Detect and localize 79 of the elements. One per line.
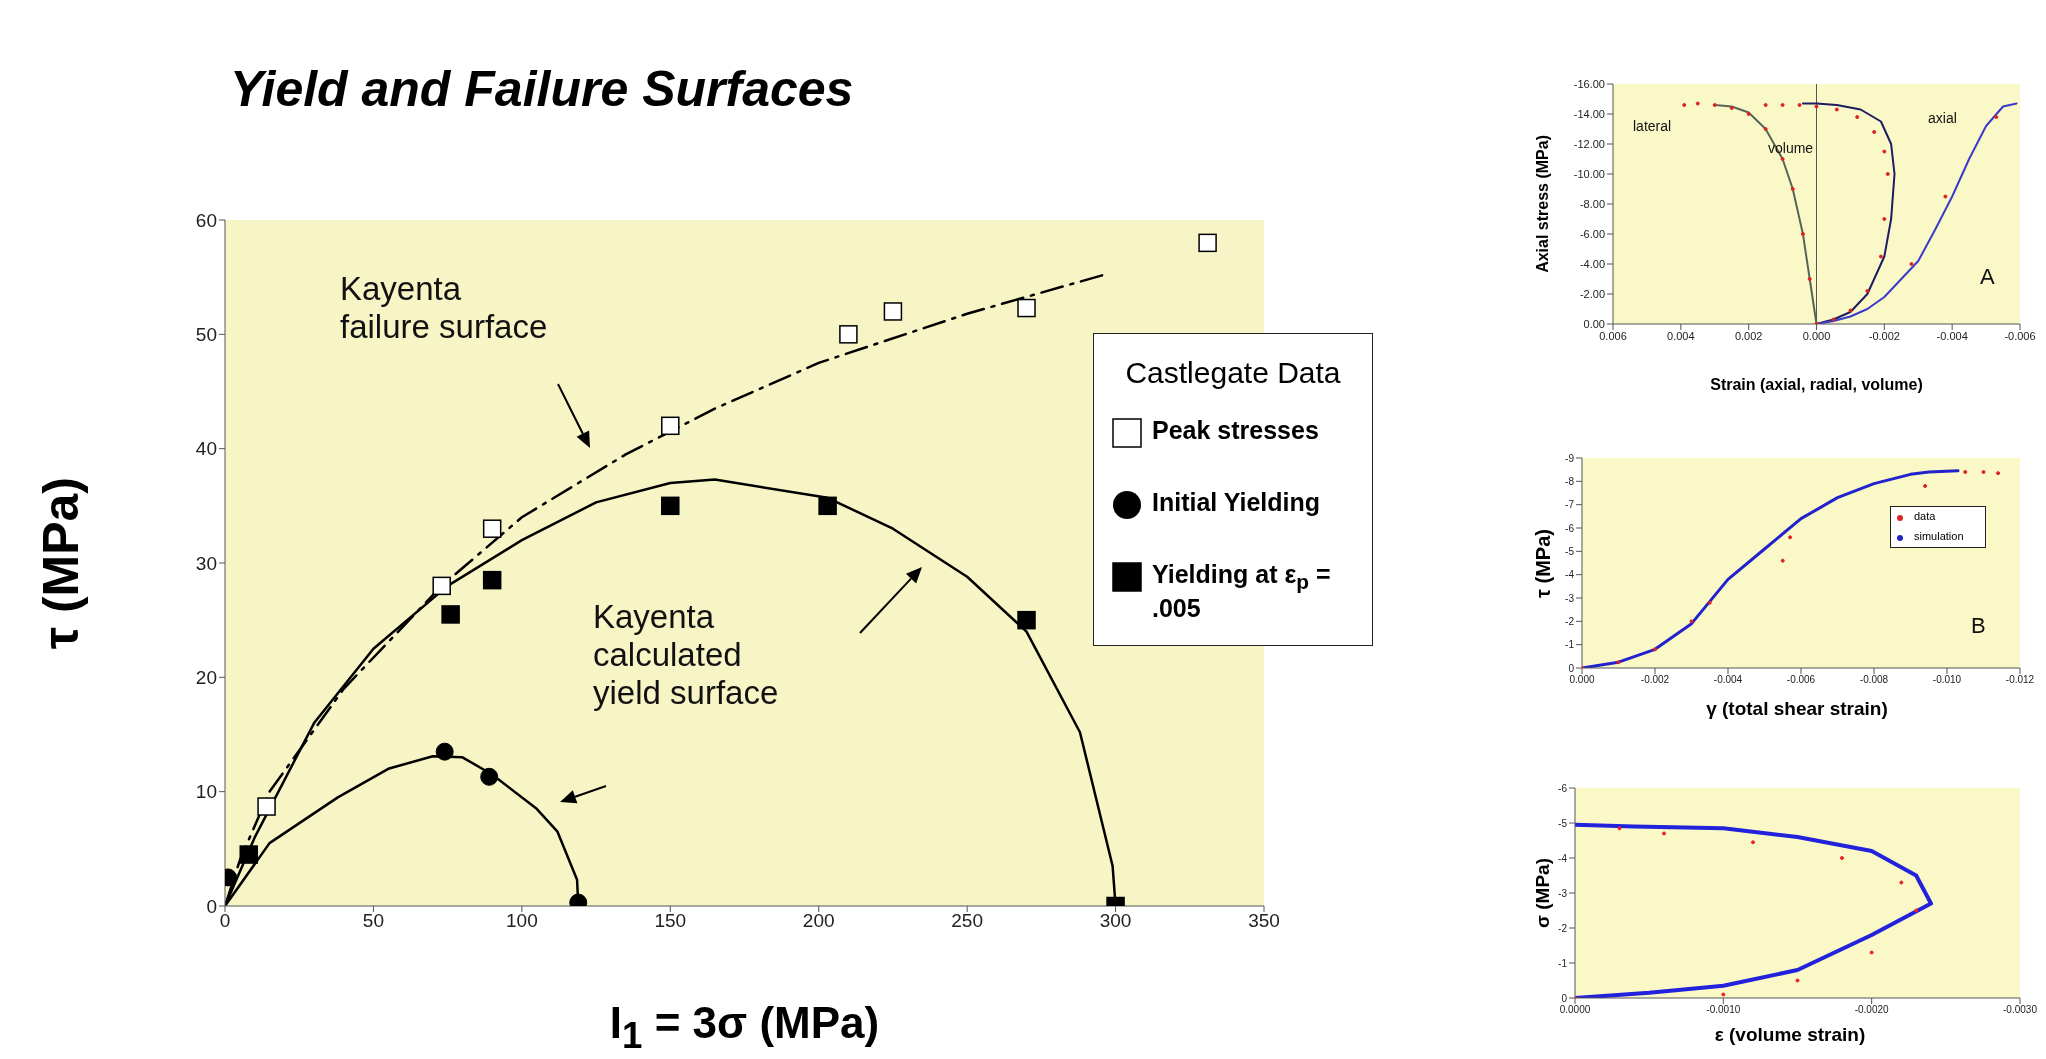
y-tick-label: -3: [1565, 592, 1575, 604]
x-axis-title: ε (volume strain): [1713, 1024, 1867, 1046]
y-axis-title: τ (MPa): [1532, 528, 1554, 598]
y-tick-label: -12.00: [1573, 137, 1605, 150]
chart-title: Yield and Failure Surfaces: [230, 60, 854, 118]
y-tick-label: -5: [1558, 817, 1568, 829]
annotation: Kayenta failure surface: [340, 270, 548, 346]
legend-title: Castlegate Data: [1124, 356, 1342, 390]
x-tick-label: -0.004: [1713, 674, 1743, 686]
y-tick-label: -6: [1565, 522, 1575, 534]
x-axis-title: I$_{1}$ = 3σ (MPa): [608, 998, 881, 1057]
x-tick-label: 250: [951, 910, 983, 932]
y-tick-label: -8.00: [1579, 197, 1605, 210]
legend-label: simulation: [1914, 530, 1964, 542]
x-axis-title: Strain (axial, radial, volume): [1709, 376, 1924, 394]
y-tick-label: -10.00: [1573, 167, 1605, 180]
x-tick-label: 50: [362, 910, 384, 932]
y-tick-label: -7: [1565, 499, 1575, 511]
y-tick-label: -14.00: [1573, 107, 1605, 120]
y-tick-label: 60: [195, 209, 217, 231]
x-tick-label: 0.004: [1667, 329, 1695, 342]
y-tick-label: -4.00: [1579, 257, 1605, 270]
y-axis-title: Axial stress (MPa): [1533, 135, 1551, 273]
x-tick-label: 0.000: [1569, 674, 1595, 686]
x-tick-label: 350: [1248, 910, 1280, 932]
y-tick-label: -3: [1558, 887, 1568, 899]
annotation: B: [1971, 613, 1986, 639]
y-tick-label: 30: [195, 552, 217, 574]
x-tick-label: -0.0030: [2003, 1004, 2038, 1016]
x-tick-label: -0.006: [2004, 329, 2036, 342]
y-axis-title: τ (MPa): [32, 476, 89, 650]
x-tick-label: 0.002: [1734, 329, 1763, 342]
x-tick-label: -0.002: [1868, 329, 1900, 342]
y-tick-label: -6: [1558, 782, 1568, 794]
y-tick-label: 0: [1568, 662, 1575, 674]
x-tick-label: -0.0010: [1706, 1004, 1741, 1016]
y-tick-label: -16.00: [1573, 77, 1605, 90]
y-tick-label: 0: [206, 895, 217, 917]
x-tick-label: 0.0000: [1559, 1004, 1591, 1016]
y-tick-label: -9: [1565, 452, 1575, 464]
x-tick-label: -0.0020: [1854, 1004, 1890, 1016]
x-tick-label: 0.000: [1802, 329, 1831, 342]
y-tick-label: 40: [195, 438, 217, 460]
x-axis-title: γ (total shear strain): [1705, 698, 1889, 720]
x-tick-label: -0.012: [2005, 674, 2035, 686]
y-tick-label: -5: [1565, 545, 1575, 557]
x-tick-label: -0.004: [1936, 329, 1968, 342]
x-tick-label: 100: [506, 910, 538, 932]
annotation: Kayenta calculated yield surface: [593, 598, 779, 712]
x-tick-label: 150: [654, 910, 687, 932]
y-tick-label: -6.00: [1579, 227, 1605, 240]
y-tick-label: -4: [1565, 569, 1575, 581]
annotation: lateral: [1633, 118, 1672, 135]
annotation: axial: [1928, 110, 1957, 127]
x-tick-label: -0.006: [1786, 674, 1816, 686]
x-tick-label: 0.006: [1599, 329, 1627, 342]
y-tick-label: -2: [1558, 922, 1568, 934]
y-axis-title: σ (MPa): [1532, 858, 1553, 928]
x-tick-label: -0.008: [1859, 674, 1889, 686]
x-tick-label: -0.010: [1932, 674, 1962, 686]
legend-label: data: [1914, 510, 1936, 522]
y-tick-label: -1: [1558, 957, 1568, 969]
y-tick-label: -4: [1558, 852, 1568, 864]
y-tick-label: 10: [195, 781, 217, 803]
legend-label: Peak stresses: [1152, 416, 1319, 445]
y-tick-label: -2: [1565, 615, 1575, 627]
x-tick-label: 300: [1099, 910, 1132, 932]
y-tick-label: -8: [1565, 475, 1575, 487]
text: Yielding at ε$_{p}$ = .005: [1152, 560, 1331, 622]
y-tick-label: -2.00: [1579, 287, 1605, 300]
y-tick-label: 0.00: [1583, 317, 1605, 330]
y-tick-label: 20: [195, 667, 217, 689]
x-tick-label: 200: [802, 910, 835, 932]
y-tick-label: -1: [1565, 639, 1575, 651]
annotation: A: [1980, 264, 1995, 290]
y-tick-label: 0: [1561, 992, 1568, 1004]
x-tick-label: 0: [219, 910, 231, 932]
x-tick-label: -0.002: [1640, 674, 1670, 686]
legend-label: Initial Yielding: [1152, 488, 1321, 517]
